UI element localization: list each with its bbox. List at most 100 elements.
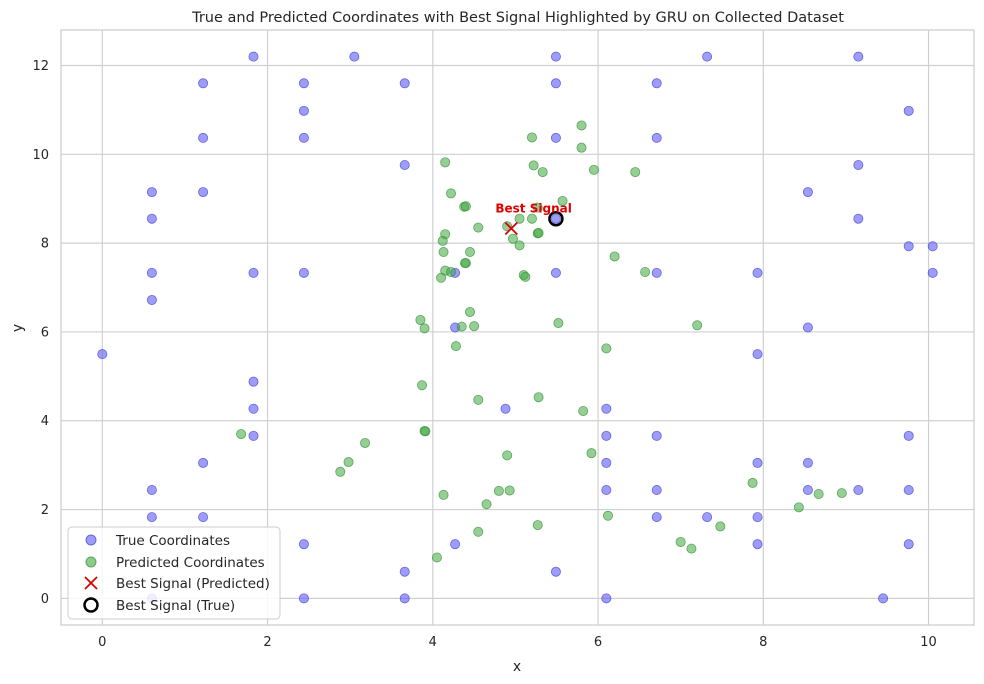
true-point (903, 485, 914, 496)
predicted-point (692, 320, 703, 331)
x-tick-label: 8 (759, 635, 767, 650)
true-point (399, 159, 410, 170)
true-point (146, 294, 157, 305)
predicted-point (675, 536, 686, 547)
true-point (651, 430, 662, 441)
true-point (298, 593, 309, 604)
predicted-point (502, 450, 513, 461)
true-point (903, 105, 914, 116)
true-point (927, 241, 938, 252)
true-point (651, 267, 662, 278)
predicted-point (528, 160, 539, 171)
predicted-point (533, 392, 544, 403)
predicted-point (715, 521, 726, 532)
true-coordinates-series (97, 51, 938, 604)
predicted-point (601, 343, 612, 354)
true-point (702, 51, 713, 62)
predicted-coordinates-series (236, 120, 847, 563)
predicted-point (502, 221, 513, 232)
predicted-point (526, 213, 537, 224)
predicted-point (533, 227, 544, 238)
predicted-point (456, 321, 467, 332)
true-point (146, 267, 157, 278)
true-point (248, 403, 259, 414)
true-point (853, 159, 864, 170)
y-tick-label: 4 (41, 414, 49, 429)
true-point (198, 78, 209, 89)
true-point (853, 485, 864, 496)
true-point (298, 132, 309, 143)
predicted-point (640, 266, 651, 277)
predicted-point (360, 437, 371, 448)
predicted-point (507, 233, 518, 244)
legend-true-label: True Coordinates (115, 533, 230, 549)
true-point (601, 485, 612, 496)
best-signal-markers: Best Signal (495, 201, 572, 236)
predicted-point (532, 202, 543, 213)
predicted-point (440, 157, 451, 168)
predicted-point (419, 323, 430, 334)
predicted-point (460, 201, 471, 212)
predicted-point (504, 485, 515, 496)
predicted-point (586, 448, 597, 459)
x-tick-label: 6 (594, 635, 602, 650)
predicted-point (532, 520, 543, 531)
predicted-point (473, 222, 484, 233)
true-point (198, 457, 209, 468)
predicted-point (557, 195, 568, 206)
y-tick-label: 0 (41, 592, 49, 607)
true-point (198, 132, 209, 143)
predicted-point (343, 457, 354, 468)
tick-labels: 0 2 4 6 8 10 0 2 4 6 8 10 12 (32, 59, 936, 650)
legend-box (67, 526, 281, 620)
true-point (651, 132, 662, 143)
true-point (601, 593, 612, 604)
true-point (550, 132, 561, 143)
true-point (248, 267, 259, 278)
true-point (802, 457, 813, 468)
y-tick-label: 2 (41, 503, 49, 518)
true-point (450, 539, 461, 550)
true-point (802, 485, 813, 496)
predicted-point (793, 502, 804, 513)
predicted-point (602, 510, 613, 521)
true-point (853, 51, 864, 62)
predicted-point (537, 167, 548, 178)
plot-frame (60, 29, 975, 626)
predicted-point (813, 489, 824, 500)
true-point (752, 267, 763, 278)
plot-area (61, 30, 974, 625)
true-point (550, 267, 561, 278)
true-point (298, 78, 309, 89)
predicted-point (420, 426, 431, 437)
y-tick-label: 10 (32, 148, 49, 163)
predicted-point (473, 526, 484, 537)
true-point (146, 187, 157, 198)
predicted-point (630, 167, 641, 178)
true-point (248, 51, 259, 62)
true-point (878, 593, 889, 604)
predicted-point (437, 235, 448, 246)
x-tick-label: 0 (98, 635, 106, 650)
true-point (752, 349, 763, 360)
true-point (601, 403, 612, 414)
predicted-point (473, 394, 484, 405)
legend-best-predicted-x-icon (84, 576, 98, 590)
predicted-point (588, 164, 599, 175)
predicted-point (493, 485, 504, 496)
best-signal-true-marker (548, 210, 564, 227)
y-tick-label: 12 (32, 59, 49, 74)
true-point (399, 593, 410, 604)
true-point (298, 105, 309, 116)
predicted-point (686, 543, 697, 554)
true-point (146, 512, 157, 523)
best-signal-annotation: Best Signal (495, 201, 571, 215)
true-point (752, 457, 763, 468)
legend-best-true-marker (83, 597, 99, 613)
true-point (550, 566, 561, 577)
predicted-point (464, 247, 475, 258)
true-point (298, 539, 309, 550)
x-tick-label: 4 (429, 635, 437, 650)
predicted-point (520, 271, 531, 282)
